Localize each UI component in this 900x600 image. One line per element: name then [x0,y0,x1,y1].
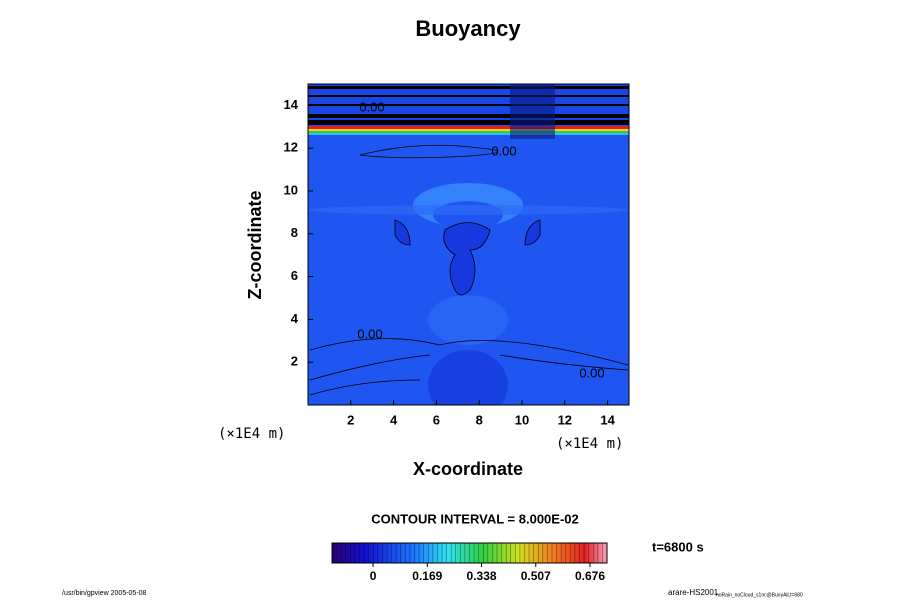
chart-title: Buoyancy [415,16,521,41]
y-tick-label: 6 [291,268,298,283]
contour-line [359,144,499,159]
x-tick-label: 14 [600,412,615,427]
time-label: t=6800 s [652,539,704,554]
field-region [443,222,491,296]
x-tick-label: 4 [390,412,398,427]
field-region [428,350,508,405]
x-tick-label: 6 [433,412,440,427]
y-tick-label: 4 [291,311,299,326]
y-unit-label: (×1E4 m) [218,426,285,442]
y-tick-label: 14 [284,97,299,112]
field-region [510,84,555,139]
y-axis-label: Z-coordinate [245,190,265,299]
contour-label: 0.00 [357,326,382,341]
contour-line [308,86,629,89]
contour-label: 0.00 [359,99,384,114]
contour-label: 0.00 [579,365,604,380]
contour-line [309,338,629,396]
field-band [308,133,629,135]
y-tick-label: 12 [284,140,298,155]
x-tick-label: 2 [347,412,354,427]
colorbar-tick-label: 0.338 [467,569,497,583]
colorbar-tick-label: 0.676 [575,569,605,583]
y-tick-label: 2 [291,354,298,369]
contour-line [308,104,629,106]
x-tick-label: 8 [476,412,483,427]
field-band [308,131,629,133]
x-axis-label: X-coordinate [413,459,523,479]
footer-right-sub: noRain_noCloud_s1nc@BuoyAll,t=680 [716,592,803,598]
contour-interval: CONTOUR INTERVAL = 8.000E-02 [371,511,578,526]
plot-frame [307,83,630,406]
x-tick-label: 12 [558,412,572,427]
contour-line [308,95,629,97]
y-tick-label: 10 [284,182,298,197]
x-tick-label: 10 [515,412,529,427]
x-unit-label: (×1E4 m) [556,436,623,452]
field-band [308,129,629,131]
colorbar-tick-label: 0 [370,569,377,583]
field-band [308,126,629,129]
field-region [394,219,541,246]
contour-line [308,114,629,118]
contour-line [308,120,629,125]
y-tick-label: 8 [291,225,298,240]
field-region [428,295,508,345]
colorbar-tick-label: 0.169 [412,569,442,583]
footer-left: /usr/bin/gpview 2005-05-08 [62,590,147,597]
footer-right: arare-HS2001 [668,588,719,597]
field-region [308,205,628,215]
contour-label: 0.00 [491,143,516,158]
colorbar-tick-label: 0.507 [521,569,551,583]
contour-field [308,84,629,405]
